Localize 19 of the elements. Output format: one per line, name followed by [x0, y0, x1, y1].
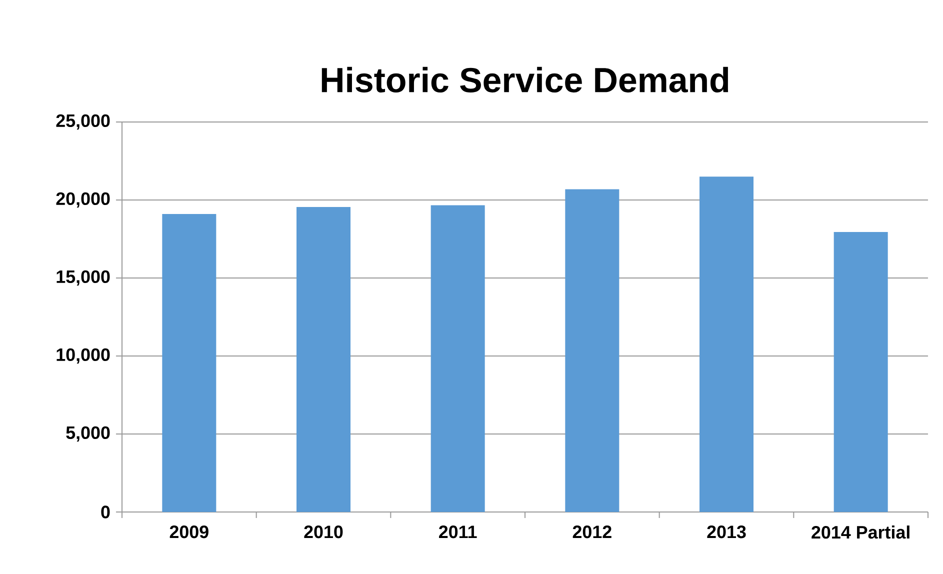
- x-tick-label: 2012: [572, 526, 612, 538]
- bar: [296, 207, 350, 512]
- x-tick-label: 2010: [304, 526, 343, 538]
- y-tick-label: 20,000: [56, 192, 110, 208]
- y-tick-label: 25,000: [56, 114, 110, 130]
- y-tick-label: 5,000: [66, 426, 110, 442]
- x-tick-label: 2011: [439, 526, 477, 538]
- bar: [162, 214, 216, 512]
- x-tick-label: 2014 Partial: [812, 526, 910, 539]
- bar: [565, 189, 620, 512]
- y-tick-label: 15,000: [56, 270, 110, 286]
- x-tick-label: 2009: [170, 526, 208, 538]
- x-tick-label: 2013: [707, 526, 746, 538]
- bar: [430, 205, 485, 512]
- chart-title: Historic Service Demand: [322, 66, 728, 92]
- bar: [700, 176, 754, 512]
- y-tick-label: 10,000: [56, 348, 110, 364]
- bar: [834, 232, 888, 512]
- y-tick-label: 0: [101, 506, 110, 518]
